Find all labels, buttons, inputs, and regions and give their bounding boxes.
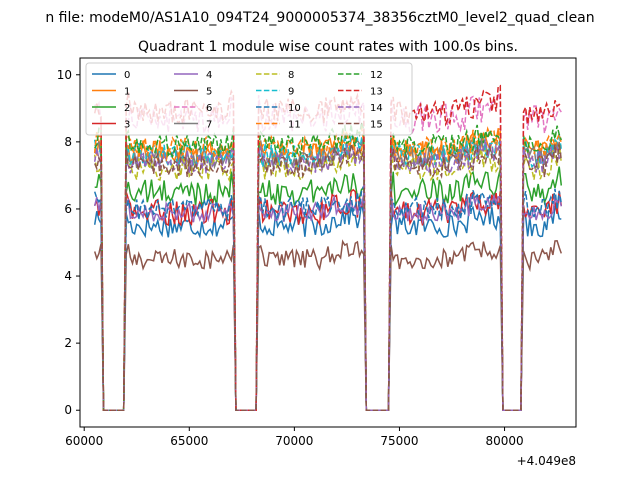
legend-label-13: 13 bbox=[370, 87, 383, 98]
y-tick-label: 2 bbox=[64, 336, 72, 350]
series-line-2 bbox=[94, 166, 563, 411]
legend-label-15: 15 bbox=[370, 120, 383, 131]
plot-frame bbox=[79, 57, 577, 428]
legend-label-2: 2 bbox=[124, 103, 130, 114]
x-tick-label: 80000 bbox=[485, 434, 523, 448]
legend-label-3: 3 bbox=[124, 120, 130, 131]
series-line-10 bbox=[93, 183, 563, 411]
x-tick-label: 60000 bbox=[65, 434, 103, 448]
chart-title: Quadrant 1 module wise count rates with … bbox=[138, 39, 518, 55]
legend-box bbox=[85, 62, 413, 136]
legend-label-12: 12 bbox=[370, 70, 383, 81]
legend-label-5: 5 bbox=[206, 87, 212, 98]
series-line-8 bbox=[93, 143, 563, 411]
y-tick-label: 4 bbox=[64, 269, 72, 283]
series-line-5 bbox=[93, 239, 563, 411]
series-line-3 bbox=[93, 188, 563, 411]
x-tick-label: 75000 bbox=[380, 434, 418, 448]
legend-label-8: 8 bbox=[288, 70, 294, 81]
figure-suptitle: n file: modeM0/AS1A10_094T24_9000005374_… bbox=[45, 10, 594, 26]
y-axis: 0 2 4 6 8 10 bbox=[57, 68, 80, 417]
legend-label-0: 0 bbox=[124, 70, 130, 81]
legend-label-1: 1 bbox=[124, 87, 130, 98]
series-layer bbox=[93, 84, 563, 411]
x-axis-offset-label: +4.049e8 bbox=[517, 454, 576, 468]
series-line-15 bbox=[94, 141, 563, 411]
legend-label-7: 7 bbox=[206, 120, 212, 131]
x-axis: 60000 65000 70000 75000 80000 bbox=[65, 427, 524, 448]
y-tick-label: 0 bbox=[64, 403, 72, 417]
x-tick-label: 70000 bbox=[275, 434, 313, 448]
legend-label-11: 11 bbox=[288, 120, 301, 131]
y-tick-label: 10 bbox=[57, 68, 72, 82]
legend-label-14: 14 bbox=[370, 103, 383, 114]
y-tick-label: 8 bbox=[64, 135, 72, 149]
legend-label-6: 6 bbox=[206, 103, 212, 114]
series-line-4 bbox=[93, 193, 563, 411]
y-tick-label: 6 bbox=[64, 202, 72, 216]
legend-label-4: 4 bbox=[206, 70, 212, 81]
series-line-14 bbox=[93, 139, 562, 411]
x-tick-label: 65000 bbox=[170, 434, 208, 448]
legend-label-10: 10 bbox=[288, 103, 301, 114]
legend-label-9: 9 bbox=[288, 87, 294, 98]
